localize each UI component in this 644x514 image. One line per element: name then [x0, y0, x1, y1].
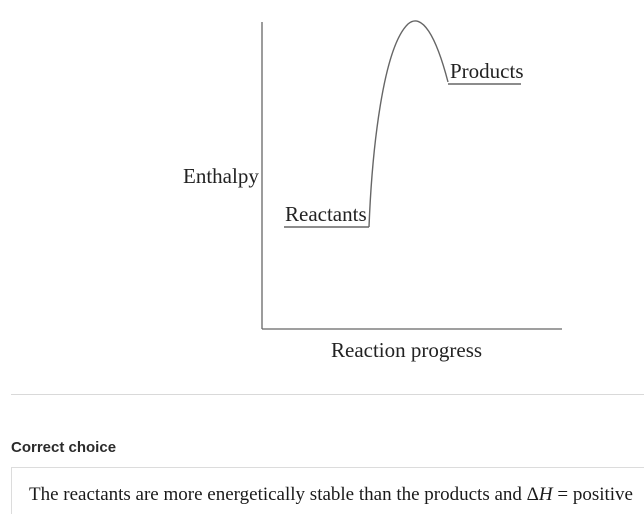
- x-axis-label: Reaction progress: [331, 338, 482, 362]
- choice-text-part-2: = positive: [552, 484, 633, 505]
- energy-diagram: Enthalpy Reaction progress Reactants Pro…: [183, 20, 562, 362]
- enthalpy-variable: H: [538, 484, 553, 505]
- choice-text-part-1: The reactants are more energetically sta…: [29, 484, 539, 505]
- correct-choice-box: The reactants are more energetically sta…: [11, 467, 644, 514]
- correct-choice-text: The reactants are more energetically sta…: [29, 484, 633, 506]
- energy-curve: [368, 20, 449, 228]
- section-divider: [11, 394, 644, 395]
- y-axis-label: Enthalpy: [183, 164, 259, 188]
- correct-choice-heading: Correct choice: [11, 439, 117, 456]
- reactants-label: Reactants: [285, 202, 367, 226]
- products-label: Products: [450, 59, 524, 83]
